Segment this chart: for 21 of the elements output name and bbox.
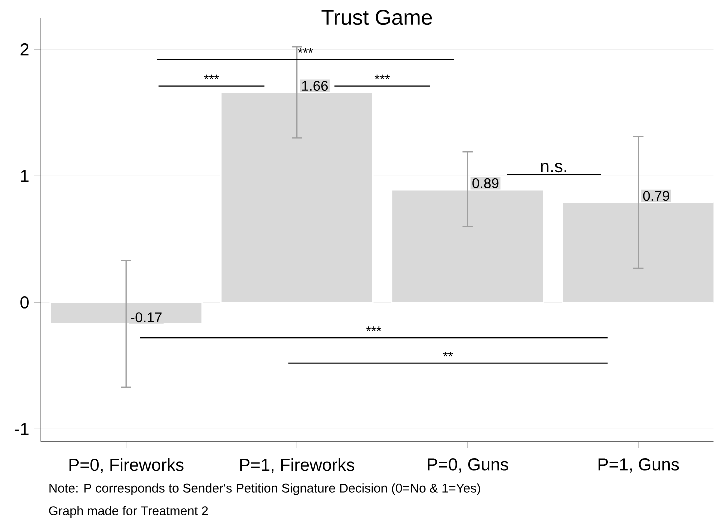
y-tick-label: 2: [20, 44, 29, 56]
x-tick-label: P=1, Guns: [598, 458, 680, 473]
text: Graph made for Treatment 2: [49, 506, 208, 518]
y-tick-label: -1: [14, 423, 29, 436]
data-label: 1.66: [302, 81, 328, 92]
annotation: ***: [298, 48, 314, 54]
text: Note: P corresponds to Sender's Petition Signature Decision (0=No & 1=Yes): [50, 484, 480, 496]
x-tick-label: P=1, Fireworks: [240, 458, 354, 474]
chart-title: Trust Game: [322, 10, 432, 26]
data-label: 0.79: [643, 191, 670, 202]
annotation: ***: [204, 74, 220, 80]
annotation: **: [443, 352, 454, 357]
x-tick-label: P=0, Guns: [428, 458, 508, 473]
x-tick-label: P=0, Fireworks: [70, 458, 184, 474]
annotation: n.s.: [541, 163, 566, 173]
data-label: -0.17: [131, 312, 162, 323]
y-tick-label: 0: [20, 296, 29, 309]
annotation: ***: [374, 74, 390, 80]
data-label: 0.89: [472, 178, 499, 189]
y-tick-label: 1: [21, 170, 29, 182]
annotation: ***: [366, 326, 382, 332]
